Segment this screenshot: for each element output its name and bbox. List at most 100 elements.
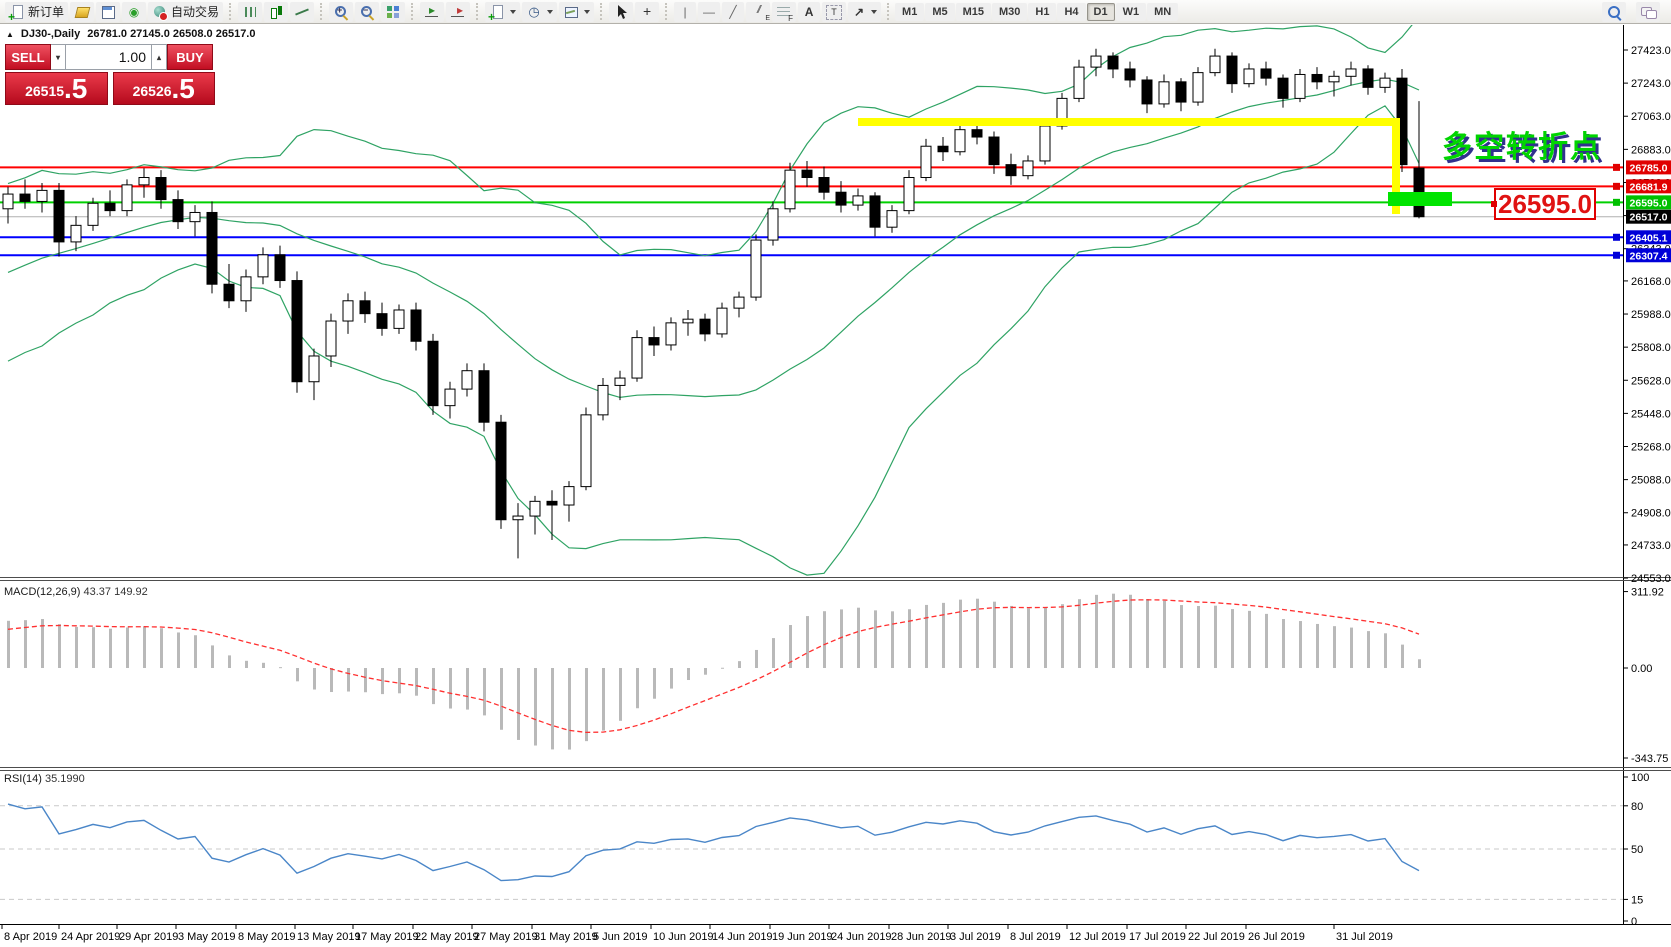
- date-label: 14 Jun 2019: [712, 931, 773, 943]
- timeframe-w1[interactable]: W1: [1115, 2, 1147, 21]
- line-handle[interactable]: [1613, 233, 1620, 241]
- candlestick: [631, 337, 643, 379]
- sell-price-display[interactable]: 26515 .5: [5, 72, 108, 105]
- candlestick: [1192, 72, 1204, 103]
- cursor-button[interactable]: [609, 1, 634, 22]
- profiles-button[interactable]: [70, 1, 95, 22]
- candlestick: [1124, 68, 1136, 81]
- templates-button[interactable]: [559, 1, 595, 22]
- candlestick: [495, 421, 507, 521]
- date-label: 17 May 2019: [355, 931, 419, 943]
- bar-chart-button[interactable]: [238, 1, 263, 22]
- horizontal-line-button[interactable]: —: [698, 1, 721, 22]
- vertical-line-button[interactable]: |: [674, 1, 697, 22]
- toolbar: 新订单 ◉ 自动交易 + − ◷ + | — ╱ //E: [0, 0, 1671, 24]
- text-label-button[interactable]: T: [822, 1, 847, 22]
- line-handle[interactable]: [1613, 163, 1620, 171]
- macd-histogram-bar: [1299, 621, 1302, 668]
- macd-histogram-bar: [109, 628, 112, 668]
- green-support-bar[interactable]: [1388, 192, 1452, 206]
- volume-input[interactable]: 1.00: [66, 44, 152, 70]
- date-label: 3 Jul 2019: [950, 931, 1001, 943]
- macd-histogram-bar: [313, 668, 316, 690]
- price-badge: [1626, 209, 1671, 224]
- timeframe-h4[interactable]: H4: [1057, 2, 1086, 21]
- macd-histogram-bar: [75, 626, 78, 668]
- channel-button[interactable]: //E: [746, 1, 771, 22]
- buy-price-display[interactable]: 26526 .5: [112, 72, 215, 105]
- rsi-line: [7, 803, 1420, 882]
- timeframe-h1[interactable]: H1: [1028, 2, 1057, 21]
- volume-increase-button[interactable]: ▴: [152, 44, 167, 70]
- yellow-resistance-line[interactable]: [858, 118, 1400, 126]
- candlestick: [546, 500, 558, 506]
- fibonacci-button[interactable]: [772, 1, 797, 23]
- macd-histogram-bar: [823, 611, 826, 668]
- candlestick: [342, 300, 354, 322]
- price-tick-label: 25448.0: [1631, 408, 1671, 420]
- rsi-tick-label: 50: [1631, 844, 1643, 856]
- candlestick: [1294, 73, 1306, 99]
- price-tick-label: 25988.0: [1631, 309, 1671, 321]
- auto-trading-button[interactable]: 自动交易: [148, 1, 224, 22]
- timeframe-m30[interactable]: M30: [992, 2, 1028, 21]
- turning-point-annotation[interactable]: 多空转折点: [1442, 131, 1602, 164]
- new-order-button[interactable]: 新订单: [5, 1, 69, 24]
- timeframe-m15[interactable]: M15: [955, 2, 991, 21]
- arrows-button[interactable]: ↗: [848, 1, 882, 22]
- search-icon: [1606, 4, 1622, 20]
- timeframe-m1[interactable]: M1: [895, 2, 925, 21]
- candlestick: [308, 355, 320, 383]
- chart-shift-button[interactable]: [446, 1, 471, 22]
- buy-button[interactable]: BUY: [167, 44, 213, 70]
- signals-button[interactable]: ◉: [122, 1, 147, 22]
- macd-histogram-bar: [1401, 644, 1404, 668]
- crosshair-button[interactable]: +: [635, 1, 660, 22]
- chat-button[interactable]: [1636, 1, 1660, 22]
- macd-histogram-bar: [874, 610, 877, 668]
- volume-decrease-button[interactable]: ▾: [51, 44, 66, 70]
- candlestick: [1090, 55, 1102, 68]
- candlestick: [53, 189, 65, 243]
- channel-icon: //E: [756, 3, 770, 22]
- periods-button[interactable]: ◷: [522, 1, 558, 22]
- new-window-button[interactable]: [96, 1, 121, 22]
- text-button[interactable]: A: [798, 1, 821, 22]
- candlestick: [733, 296, 745, 309]
- candlestick: [427, 340, 439, 407]
- candlestick: [512, 515, 524, 521]
- macd-label: MACD(12,26,9) 43.37 149.92: [4, 586, 148, 598]
- macd-histogram-bar: [551, 668, 554, 750]
- sell-button[interactable]: SELL: [5, 44, 51, 70]
- timeframe-mn[interactable]: MN: [1147, 2, 1179, 21]
- search-button[interactable]: [1602, 1, 1626, 22]
- price-callout-box[interactable]: 26595.0: [1491, 188, 1596, 220]
- tile-windows-button[interactable]: [381, 1, 406, 22]
- template-icon: [563, 4, 579, 20]
- price-badge-label: 26307.4: [1630, 250, 1668, 262]
- line-handle[interactable]: [1613, 198, 1620, 206]
- toolbar-separator: [600, 3, 603, 20]
- candlestick: [1345, 68, 1357, 77]
- macd-histogram-bar: [126, 627, 129, 668]
- auto-trading-label: 自动交易: [171, 5, 220, 19]
- candlestick: [36, 189, 48, 202]
- timeframe-m5[interactable]: M5: [925, 2, 955, 21]
- zoom-in-button[interactable]: +: [329, 1, 354, 22]
- candlestick-chart-button[interactable]: [264, 1, 289, 22]
- profiles-icon: [74, 4, 90, 20]
- macd-histogram-bar: [432, 668, 435, 705]
- line-handle[interactable]: [1613, 182, 1620, 190]
- timeframe-d1[interactable]: D1: [1086, 2, 1115, 21]
- fibonacci-icon: [776, 4, 793, 23]
- macd-histogram-bar: [381, 668, 384, 695]
- trendline-button[interactable]: ╱: [722, 1, 745, 22]
- line-chart-button[interactable]: [290, 1, 315, 22]
- yellow-drop-line[interactable]: [1392, 118, 1400, 214]
- line-handle[interactable]: [1613, 251, 1620, 259]
- zoom-out-button[interactable]: −: [355, 1, 380, 22]
- candlestick: [2, 193, 14, 210]
- indicators-button[interactable]: [485, 1, 521, 24]
- auto-scroll-button[interactable]: [420, 1, 445, 22]
